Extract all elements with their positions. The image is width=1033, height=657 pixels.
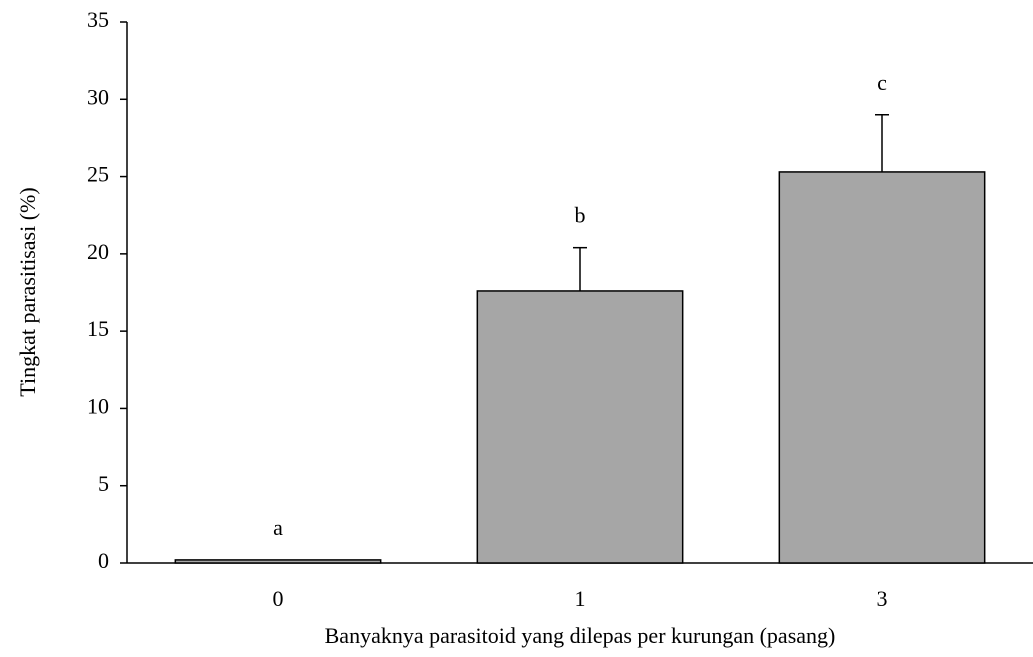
y-axis-label: Tingkat parasitisasi (%): [15, 187, 40, 396]
y-tick-label: 0: [98, 548, 109, 573]
y-tick-label: 30: [87, 84, 109, 109]
y-tick-label: 15: [87, 316, 109, 341]
y-tick-label: 10: [87, 393, 109, 418]
y-tick-label: 20: [87, 239, 109, 264]
error-bar: [573, 246, 587, 291]
y-tick-label: 25: [87, 162, 109, 187]
bar: [174, 559, 382, 564]
annotation: b: [575, 203, 586, 228]
bar: [476, 290, 684, 564]
y-tick-label: 35: [87, 7, 109, 32]
x-axis-label: Banyaknya parasitoid yang dilepas per ku…: [325, 623, 836, 648]
bar: [778, 171, 986, 564]
x-tick-label: 0: [273, 586, 284, 611]
x-tick-label: 3: [877, 586, 888, 611]
x-tick-label: 1: [575, 586, 586, 611]
annotation: a: [273, 515, 283, 540]
annotation: c: [877, 70, 887, 95]
error-bar: [875, 113, 889, 172]
y-tick-label: 5: [98, 471, 109, 496]
